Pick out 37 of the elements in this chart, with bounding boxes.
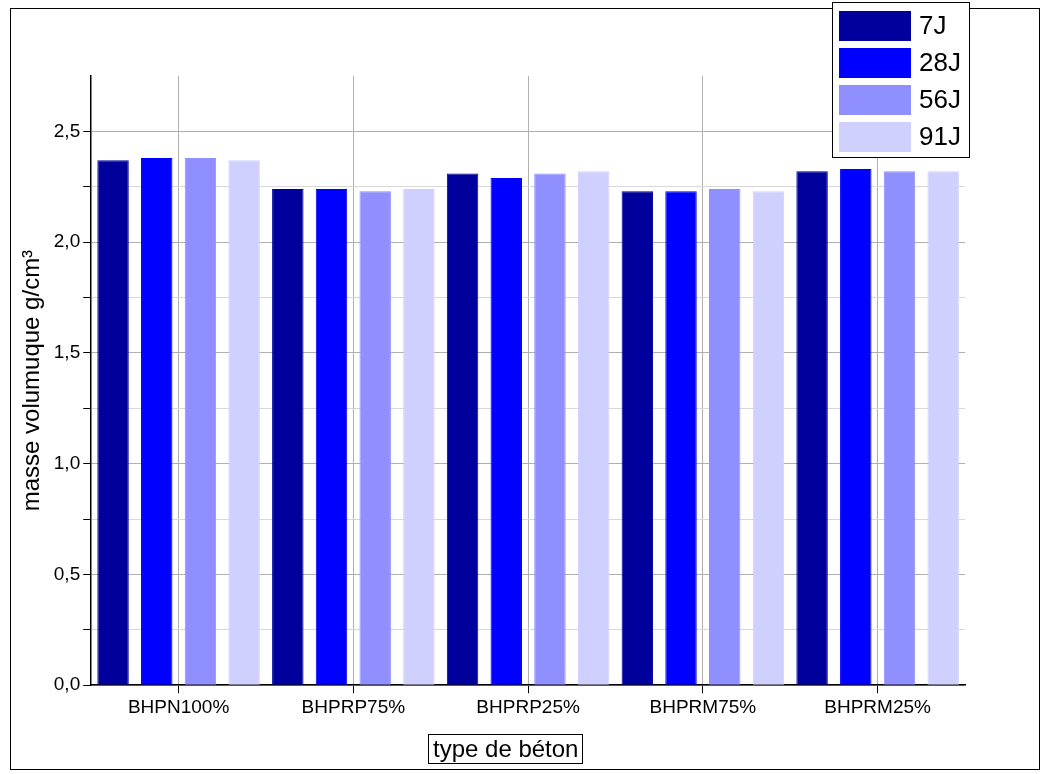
- x-axis-title: type de béton: [428, 734, 584, 764]
- bar: [577, 171, 610, 685]
- bar: [228, 160, 260, 685]
- legend-label: 7J: [919, 10, 947, 41]
- legend-label: 28J: [919, 47, 961, 78]
- x-tick-label: BHPN100%: [127, 695, 230, 717]
- bar: [534, 173, 566, 685]
- y-tick-label: 0,5: [53, 562, 81, 584]
- bar: [272, 188, 304, 685]
- y-axis-title: masse volumuque g/cm³: [17, 249, 45, 512]
- x-tick-label: BHPRP25%: [476, 695, 580, 717]
- x-tick-label: BHPRM75%: [649, 695, 757, 717]
- y-tick-label: 0,0: [53, 673, 81, 695]
- bar: [883, 171, 916, 685]
- x-tick-label: BHPRM25%: [824, 695, 932, 717]
- bar: [141, 157, 173, 685]
- bar: [752, 191, 785, 685]
- bar: [315, 188, 348, 685]
- bar: [796, 171, 828, 685]
- bar: [359, 191, 391, 685]
- bar: [665, 191, 697, 685]
- bar: [446, 173, 479, 685]
- legend-label: 91J: [919, 121, 961, 152]
- y-tick-label: 2,5: [53, 119, 81, 141]
- bar: [490, 177, 522, 685]
- bar: [840, 169, 872, 685]
- bar: [184, 157, 217, 685]
- bar: [403, 188, 435, 685]
- bar: [927, 171, 959, 685]
- y-tick-label: 1,0: [53, 451, 81, 473]
- y-tick-label: 2,0: [53, 230, 81, 252]
- bar: [97, 160, 129, 685]
- bar: [708, 188, 741, 685]
- x-tick-label: BHPRP75%: [301, 695, 406, 717]
- y-tick-label: 1,5: [53, 341, 81, 363]
- legend-label: 56J: [919, 84, 961, 115]
- bar: [621, 191, 654, 685]
